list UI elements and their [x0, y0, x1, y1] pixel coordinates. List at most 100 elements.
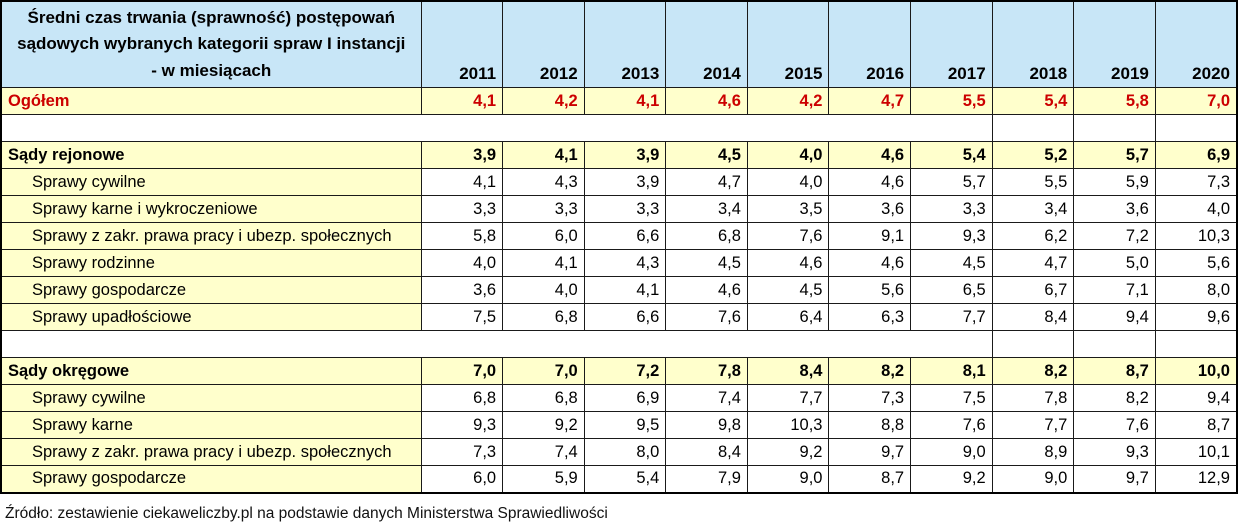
value-cell-2018: 5,4 [991, 87, 1075, 115]
value-cell-2016: 5,6 [828, 276, 912, 304]
value-cell-2012: 7,4 [502, 438, 585, 466]
value-cell-2015: 6,4 [746, 303, 830, 331]
value-cell-2015: 7,6 [746, 222, 830, 250]
value-cell-2012: 6,8 [502, 303, 585, 331]
value-cell-2019: 8,7 [1073, 357, 1156, 385]
value-cell-2011: 3,6 [420, 276, 504, 304]
row-label: Sprawy cywilne [0, 384, 422, 412]
value-cell-2017: 7,6 [910, 411, 993, 439]
value-cell-2011: 6,0 [420, 465, 504, 493]
spacer-cell [1073, 330, 1156, 358]
year-header-2011: 2011 [420, 0, 504, 88]
value-cell-2012: 4,1 [502, 141, 585, 169]
row-label: Sprawy rodzinne [0, 249, 422, 277]
value-cell-2013: 4,3 [583, 249, 667, 277]
value-cell-2019: 7,6 [1073, 411, 1156, 439]
value-cell-2020: 9,6 [1154, 303, 1238, 331]
year-header-2020: 2020 [1154, 0, 1238, 88]
value-cell-2020: 6,9 [1154, 141, 1238, 169]
value-cell-2017: 9,2 [910, 465, 993, 493]
table-row: Sprawy gospodarcze 3,6 4,0 4,1 4,6 4,5 5,6 6,5 6… [0, 276, 1238, 304]
value-cell-2016: 8,2 [828, 357, 912, 385]
court-duration-table: Średni czas trwania (sprawność) postępow… [0, 0, 1238, 494]
row-label: Sprawy z zakr. prawa pracy i ubezp. społ… [0, 222, 422, 250]
table-row: Sprawy cywilne 4,1 4,3 3,9 4,7 4,0 4,6 5,7 5,5 5,… [0, 168, 1238, 196]
spacer-cell [1073, 114, 1156, 142]
value-cell-2019: 5,7 [1073, 141, 1156, 169]
table-row: Ogółem 4,1 4,2 4,1 4,6 4,2 4,7 5,5 5,4 5,8 7,0 [0, 87, 1238, 115]
value-cell-2011: 3,3 [420, 195, 504, 223]
value-cell-2017: 8,1 [910, 357, 993, 385]
value-cell-2015: 9,0 [746, 465, 830, 493]
value-cell-2017: 5,7 [910, 168, 993, 196]
value-cell-2013: 4,1 [583, 276, 667, 304]
value-cell-2013: 9,5 [583, 411, 667, 439]
value-cell-2011: 6,8 [420, 384, 504, 412]
value-cell-2020: 7,0 [1154, 87, 1238, 115]
value-cell-2011: 4,1 [420, 87, 504, 115]
value-cell-2014: 4,7 [665, 168, 748, 196]
value-cell-2018: 6,7 [991, 276, 1075, 304]
table-row: Sprawy z zakr. prawa pracy i ubezp. społ… [0, 222, 1238, 250]
row-label: Sprawy upadłościowe [0, 303, 422, 331]
value-cell-2017: 3,3 [910, 195, 993, 223]
spacer-cell-merged [0, 330, 993, 358]
row-label: Sprawy z zakr. prawa pracy i ubezp. społ… [0, 438, 422, 466]
value-cell-2018: 8,4 [991, 303, 1075, 331]
value-cell-2016: 9,7 [828, 438, 912, 466]
row-label: Sprawy gospodarcze [0, 276, 422, 304]
table-body: Ogółem 4,1 4,2 4,1 4,6 4,2 4,7 5,5 5,4 5,8 7,0 Sądy… [0, 87, 1238, 493]
value-cell-2017: 5,5 [910, 87, 993, 115]
value-cell-2016: 4,6 [828, 168, 912, 196]
value-cell-2014: 4,6 [665, 276, 748, 304]
row-label: Sądy rejonowe [0, 141, 422, 169]
value-cell-2011: 7,0 [420, 357, 504, 385]
value-cell-2013: 3,3 [583, 195, 667, 223]
spacer-cell [1154, 114, 1238, 142]
value-cell-2017: 5,4 [910, 141, 993, 169]
value-cell-2020: 10,1 [1154, 438, 1238, 466]
value-cell-2014: 9,8 [665, 411, 748, 439]
value-cell-2013: 3,9 [583, 168, 667, 196]
value-cell-2012: 3,3 [502, 195, 585, 223]
table-row: Sprawy upadłościowe 7,5 6,8 6,6 7,6 6,4 6,3 7,7… [0, 303, 1238, 331]
value-cell-2016: 9,1 [828, 222, 912, 250]
value-cell-2012: 6,8 [502, 384, 585, 412]
value-cell-2014: 4,5 [665, 141, 748, 169]
value-cell-2018: 7,7 [991, 411, 1075, 439]
table-row: Sprawy gospodarcze 6,0 5,9 5,4 7,9 9,0 8,7 9,2 9… [0, 465, 1238, 493]
value-cell-2020: 12,9 [1154, 465, 1238, 493]
table-row: Sądy okręgowe 7,0 7,0 7,2 7,8 8,4 8,2 8,1 8,2 8,7… [0, 357, 1238, 385]
header-row: Średni czas trwania (sprawność) postępow… [0, 0, 1238, 88]
value-cell-2016: 4,7 [828, 87, 912, 115]
value-cell-2016: 3,6 [828, 195, 912, 223]
value-cell-2015: 3,5 [746, 195, 830, 223]
table-row: Sprawy z zakr. prawa pracy i ubezp. społ… [0, 438, 1238, 466]
value-cell-2019: 5,8 [1073, 87, 1156, 115]
row-label: Sądy okręgowe [0, 357, 422, 385]
value-cell-2014: 4,6 [665, 87, 748, 115]
row-label: Ogółem [0, 87, 422, 115]
value-cell-2020: 10,3 [1154, 222, 1238, 250]
value-cell-2014: 4,5 [665, 249, 748, 277]
year-header-2012: 2012 [502, 0, 585, 88]
table-row: Sprawy karne i wykroczeniowe 3,3 3,3 3,3 3,4… [0, 195, 1238, 223]
value-cell-2011: 4,0 [420, 249, 504, 277]
value-cell-2014: 7,4 [665, 384, 748, 412]
value-cell-2013: 3,9 [583, 141, 667, 169]
value-cell-2015: 8,4 [746, 357, 830, 385]
value-cell-2019: 9,7 [1073, 465, 1156, 493]
value-cell-2011: 7,5 [420, 303, 504, 331]
value-cell-2015: 4,5 [746, 276, 830, 304]
value-cell-2012: 6,0 [502, 222, 585, 250]
value-cell-2020: 5,6 [1154, 249, 1238, 277]
value-cell-2012: 4,2 [502, 87, 585, 115]
value-cell-2012: 4,0 [502, 276, 585, 304]
value-cell-2019: 3,6 [1073, 195, 1156, 223]
value-cell-2011: 3,9 [420, 141, 504, 169]
value-cell-2014: 6,8 [665, 222, 748, 250]
value-cell-2013: 8,0 [583, 438, 667, 466]
value-cell-2014: 8,4 [665, 438, 748, 466]
value-cell-2011: 7,3 [420, 438, 504, 466]
spacer-row [0, 330, 1238, 358]
